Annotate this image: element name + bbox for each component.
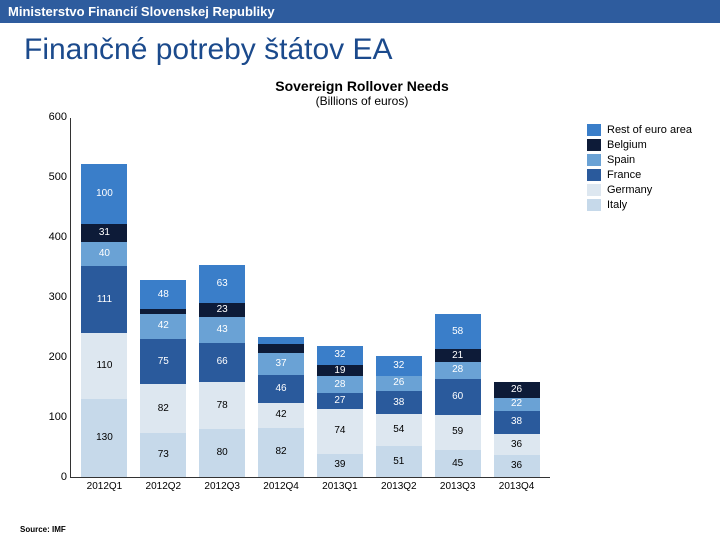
legend-item: Italy [587,199,692,211]
y-tick: 500 [49,171,71,183]
bar-segment [258,344,304,352]
legend-label: France [607,169,641,181]
legend-label: Italy [607,199,627,211]
legend: Rest of euro area Belgium Spain France Germa… [587,124,692,214]
bar-segment: 59 [435,415,481,450]
bar-segment: 36 [494,455,540,477]
bar-segment: 43 [199,317,245,343]
bar-segment: 82 [258,428,304,477]
legend-item: Rest of euro area [587,124,692,136]
legend-item: France [587,169,692,181]
bar-segment: 42 [140,314,186,339]
header-bar: Ministerstvo Financií Slovenskej Republi… [0,0,720,23]
chart-subtitle: (Billions of euros) [32,94,692,108]
bar-segment: 78 [199,382,245,429]
bar-segment: 38 [376,391,422,414]
bar-segment: 46 [258,375,304,403]
bar-segment: 28 [435,362,481,379]
source-text: Source: IMF [20,525,66,534]
bar-segment: 74 [317,409,363,453]
bar-segment: 130 [81,399,127,477]
bar-segment: 100 [81,164,127,224]
bar-segment: 21 [435,349,481,362]
bar-segment: 60 [435,379,481,415]
x-category: 2013Q2 [381,477,417,492]
bar-segment: 82 [140,384,186,433]
bar-segment: 48 [140,280,186,309]
x-category: 2012Q2 [146,477,182,492]
legend-swatch [587,199,601,211]
bar-segment [258,337,304,345]
bar-column: 36363822262013Q4 [494,382,540,477]
legend-item: Germany [587,184,692,196]
bar-segment: 42 [258,403,304,428]
legend-label: Germany [607,184,652,196]
y-tick: 400 [49,231,71,243]
bar-segment: 39 [317,454,363,477]
bar-column: 4559602821582013Q3 [435,314,481,477]
bar-segment: 80 [199,429,245,477]
bar-segment: 19 [317,365,363,376]
bar-segment: 26 [376,376,422,392]
x-category: 2012Q1 [87,477,123,492]
bar-group: 13011011140311002012Q173827542482012Q280… [71,118,550,477]
bar-segment: 31 [81,224,127,243]
y-tick: 600 [49,111,71,123]
bar-column: 73827542482012Q2 [140,280,186,477]
chart-title: Sovereign Rollover Needs [32,78,692,94]
bar-segment: 45 [435,450,481,477]
legend-swatch [587,154,601,166]
bar-segment: 23 [199,303,245,317]
bar-segment: 51 [376,446,422,477]
header-text: Ministerstvo Financií Slovenskej Republi… [8,4,275,19]
y-tick: 100 [49,411,71,423]
plot-area: 13011011140311002012Q173827542482012Q280… [70,118,550,478]
legend-label: Rest of euro area [607,124,692,136]
bar-segment: 75 [140,339,186,384]
legend-swatch [587,184,601,196]
bar-column: 8078664323632012Q3 [199,265,245,477]
legend-label: Spain [607,154,635,166]
bar-segment: 40 [81,242,127,266]
bar-segment: 37 [258,353,304,375]
bar-segment: 26 [494,382,540,398]
y-tick: 0 [61,471,71,483]
chart: Sovereign Rollover Needs (Billions of eu… [32,78,692,508]
bar-column: 824246372012Q4 [258,337,304,477]
bar-column: 51543826322013Q2 [376,356,422,477]
legend-label: Belgium [607,139,647,151]
x-category: 2012Q4 [263,477,299,492]
bar-segment: 36 [494,434,540,456]
x-category: 2012Q3 [204,477,240,492]
legend-swatch [587,139,601,151]
legend-item: Belgium [587,139,692,151]
bar-segment: 28 [317,376,363,393]
bar-segment: 110 [81,333,127,399]
legend-item: Spain [587,154,692,166]
bar-column: 13011011140311002012Q1 [81,164,127,477]
bar-segment: 58 [435,314,481,349]
bar-segment: 111 [81,266,127,333]
legend-swatch [587,169,601,181]
y-tick: 200 [49,351,71,363]
bar-segment: 73 [140,433,186,477]
bar-segment: 38 [494,411,540,434]
bar-segment: 63 [199,265,245,303]
bar-segment: 32 [317,346,363,365]
slide-title: Finančné potreby štátov EA [0,23,720,73]
bar-segment: 22 [494,398,540,411]
bar-segment: 54 [376,414,422,446]
x-category: 2013Q4 [499,477,535,492]
bar-column: 3974272819322013Q1 [317,346,363,477]
bar-segment: 66 [199,343,245,383]
x-category: 2013Q3 [440,477,476,492]
y-tick: 300 [49,291,71,303]
bar-segment: 27 [317,393,363,409]
legend-swatch [587,124,601,136]
bar-segment: 32 [376,356,422,375]
x-category: 2013Q1 [322,477,358,492]
